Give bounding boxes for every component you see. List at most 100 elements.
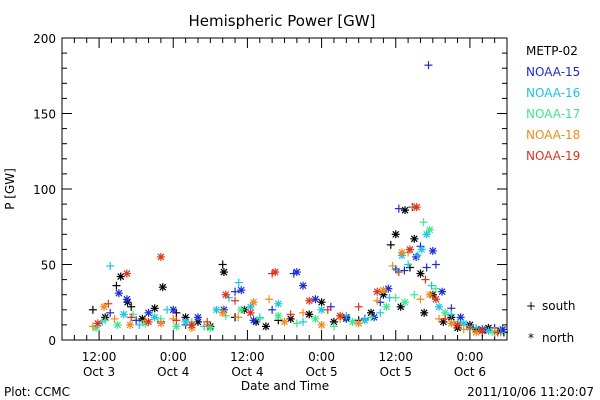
legend-entry: METP-02: [526, 44, 578, 58]
data-point: [100, 302, 109, 311]
data-point: [127, 313, 136, 322]
data-point: [416, 295, 425, 304]
data-point: [435, 302, 444, 311]
south-marker-label: south: [542, 299, 576, 313]
x-tick-time-label: 12:00: [230, 350, 265, 364]
data-point: [354, 319, 363, 328]
x-tick-day-label: Oct 4: [231, 365, 263, 379]
data-point: [441, 308, 450, 317]
data-point: [413, 251, 422, 260]
data-point: [156, 319, 165, 328]
x-tick-time-label: 0:00: [456, 350, 483, 364]
data-point: [93, 319, 102, 328]
data-point: [493, 328, 502, 337]
data-point: [261, 322, 270, 331]
data-point: [431, 295, 440, 304]
data-point: [428, 246, 437, 255]
data-point: [299, 308, 308, 317]
data-point: [472, 328, 481, 337]
data-point: [360, 316, 369, 325]
data-point: [122, 295, 131, 304]
data-point: [163, 305, 172, 314]
data-point: [441, 314, 450, 323]
data-point: [193, 313, 202, 322]
data-point: [410, 234, 419, 243]
data-point: [417, 245, 426, 254]
data-point: [367, 308, 376, 317]
legend-entry: NOAA-16: [526, 86, 580, 100]
legend-entry: NOAA-18: [526, 128, 580, 142]
data-point: [410, 290, 419, 299]
data-point: [181, 317, 190, 326]
data-point: [388, 262, 397, 271]
north-marker-symbol: *: [528, 331, 534, 345]
data-point: [292, 268, 301, 277]
y-tick-label: 150: [33, 108, 56, 122]
y-tick-label: 200: [33, 32, 56, 46]
data-point: [311, 314, 320, 323]
data-point: [367, 313, 376, 322]
data-point: [401, 206, 410, 215]
data-point: [305, 310, 314, 319]
data-point: [280, 317, 289, 326]
data-point: [221, 290, 230, 299]
data-point: [144, 308, 153, 317]
legend-entry: NOAA-15: [526, 65, 580, 79]
data-point: [419, 218, 428, 227]
data-point: [119, 310, 128, 319]
data-point: [218, 260, 227, 269]
data-point: [265, 295, 274, 304]
data-point: [379, 286, 388, 295]
data-point: [453, 320, 462, 329]
data-point: [150, 304, 159, 313]
data-point: [431, 260, 440, 269]
data-point: [125, 320, 134, 329]
data-point: [249, 316, 258, 325]
data-point: [234, 278, 243, 287]
data-point: [114, 289, 123, 298]
data-point: [237, 305, 246, 314]
data-point: [348, 317, 357, 326]
x-tick-day-label: Oct 3: [83, 365, 115, 379]
data-point: [231, 287, 240, 296]
data-point: [478, 326, 487, 335]
data-point: [292, 319, 301, 328]
data-point: [268, 305, 277, 314]
data-point: [421, 275, 430, 284]
data-point: [274, 311, 283, 320]
data-point: [424, 61, 433, 70]
data-point: [394, 268, 403, 277]
data-point: [219, 305, 228, 314]
data-point: [412, 203, 421, 212]
data-point: [246, 308, 255, 317]
data-point: [156, 252, 165, 261]
data-point: [203, 317, 212, 326]
data-point: [187, 320, 196, 329]
data-point: [158, 283, 167, 292]
x-tick-day-label: Oct 6: [454, 365, 486, 379]
data-point: [401, 298, 410, 307]
legend-entry: NOAA-19: [526, 149, 580, 163]
data-point: [425, 290, 434, 299]
data-point: [305, 296, 314, 305]
data-point: [212, 305, 221, 314]
data-point: [101, 316, 110, 325]
marker-key: + south * north: [526, 299, 576, 345]
data-point: [299, 317, 308, 326]
data-point: [438, 287, 447, 296]
data-point: [104, 299, 113, 308]
data-point: [420, 308, 429, 317]
data-point: [234, 313, 243, 322]
data-point: [404, 260, 413, 269]
data-point: [422, 230, 431, 239]
data-point: [106, 308, 115, 317]
x-tick-day-label: Oct 5: [305, 365, 337, 379]
data-point: [110, 314, 119, 323]
footer-timestamp: 2011/10/06 11:20:07: [467, 385, 594, 399]
data-point: [412, 252, 421, 261]
data-point: [354, 302, 363, 311]
data-point: [386, 240, 395, 249]
x-tick-day-label: Oct 5: [380, 365, 412, 379]
data-point: [113, 320, 122, 329]
